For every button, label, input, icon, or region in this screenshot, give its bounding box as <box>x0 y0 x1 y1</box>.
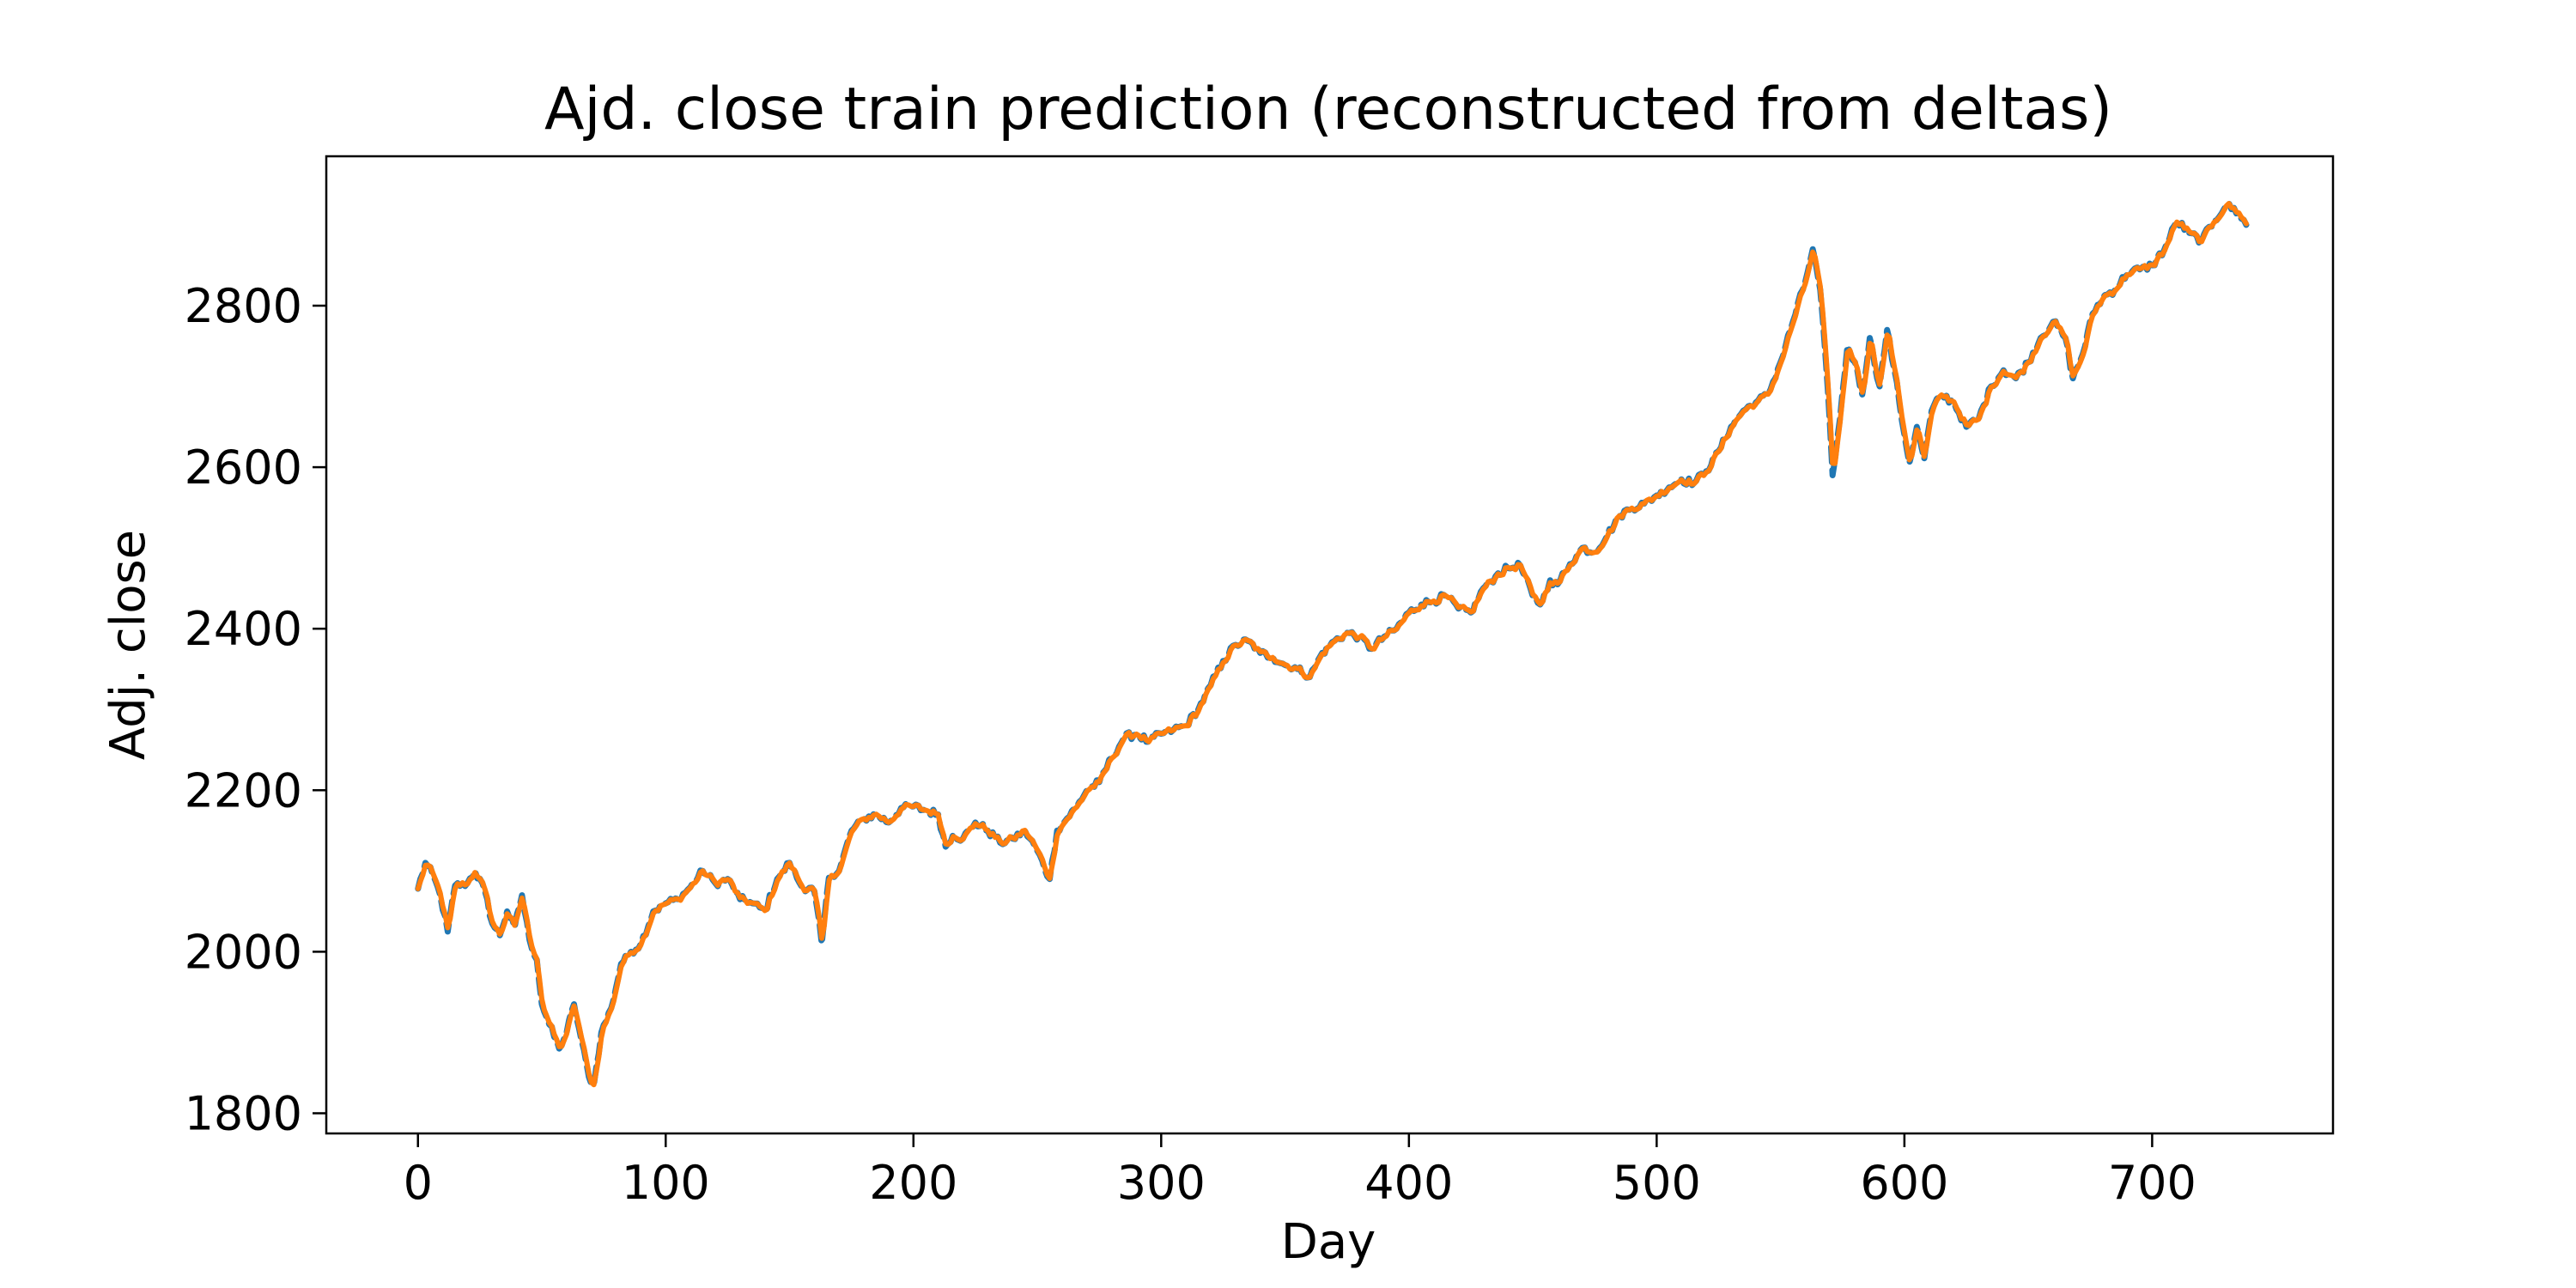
y-tick-label: 2800 <box>185 279 302 333</box>
x-axis-label: Day <box>1281 1214 1376 1270</box>
y-tick-label: 2000 <box>185 925 302 979</box>
axes-frame <box>325 155 2335 1135</box>
y-tick-label: 1800 <box>185 1086 302 1140</box>
series-layer <box>415 200 2250 1089</box>
x-tick-label: 700 <box>2108 1156 2196 1210</box>
y-axis-ticks: 1800 2000 2200 2400 2600 2800 <box>185 279 326 1140</box>
y-tick-label: 2600 <box>185 440 302 495</box>
chart-title: Ajd. close train prediction (reconstruct… <box>544 76 2112 143</box>
x-tick-label: 600 <box>1860 1156 1948 1210</box>
y-tick-label: 2200 <box>185 763 302 817</box>
x-tick-label: 0 <box>404 1156 433 1210</box>
series-line-prediction <box>415 201 2249 1088</box>
x-tick-label: 500 <box>1613 1156 1701 1210</box>
y-axis-label: Adj. close <box>100 530 156 760</box>
x-tick-label: 100 <box>622 1156 710 1210</box>
x-axis-ticks: 0 100 200 300 400 500 600 700 <box>404 1133 2196 1210</box>
y-tick-label: 2400 <box>185 602 302 656</box>
x-tick-label: 300 <box>1117 1156 1206 1210</box>
x-tick-label: 400 <box>1364 1156 1453 1210</box>
plot-area <box>325 155 2335 1135</box>
x-tick-label: 200 <box>869 1156 957 1210</box>
